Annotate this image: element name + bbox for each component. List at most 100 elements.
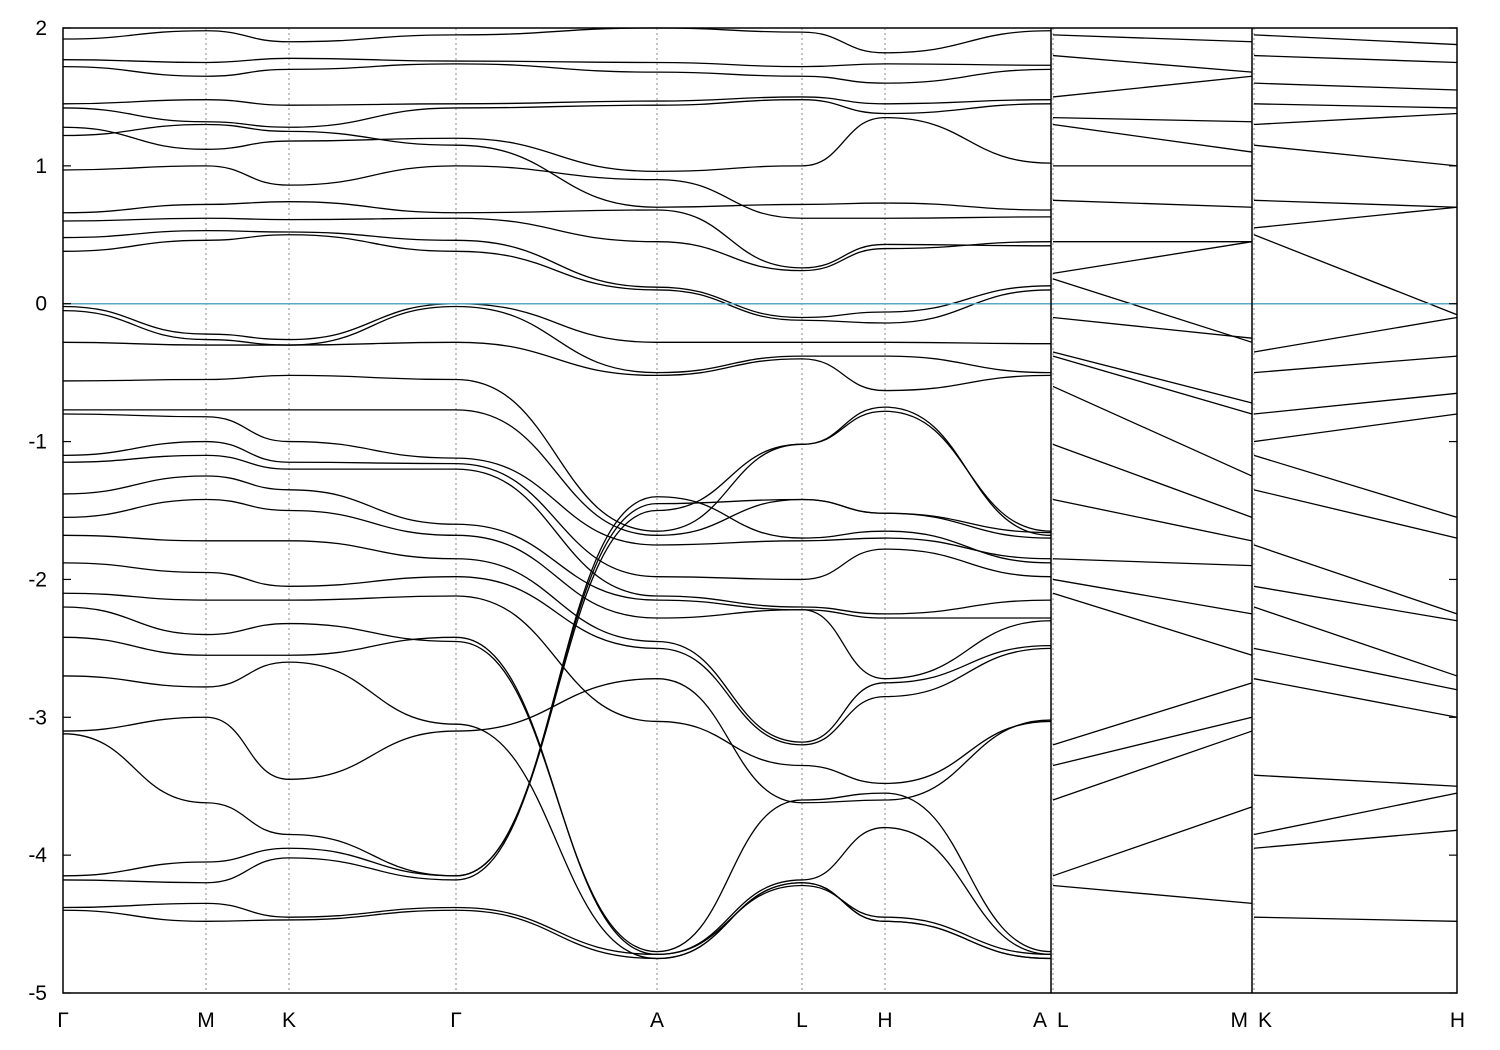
band-17 — [62, 413, 1052, 560]
band-8 — [62, 201, 1052, 269]
band-69 — [1253, 392, 1458, 415]
band-62 — [1253, 112, 1458, 126]
kpoint-label-3: Γ — [450, 1009, 462, 1032]
band-81 — [1253, 916, 1458, 922]
band-31 — [62, 496, 1052, 884]
band-45 — [1052, 351, 1253, 404]
kpoint-label-0: Γ — [57, 1009, 69, 1032]
kpoint-label-9: M — [1231, 1009, 1249, 1032]
ytick-label-7: -5 — [28, 982, 47, 1005]
band-32 — [62, 884, 1052, 956]
band-54 — [1052, 716, 1253, 767]
band-72 — [1253, 489, 1458, 539]
band-59 — [1253, 54, 1458, 64]
band-73 — [1253, 544, 1458, 615]
kpoint-label-10: K — [1258, 1009, 1272, 1032]
band-50 — [1052, 558, 1253, 567]
band-75 — [1253, 606, 1458, 677]
band-47 — [1052, 385, 1253, 477]
band-37 — [1052, 116, 1253, 123]
band-44 — [1052, 316, 1253, 339]
band-67 — [1253, 316, 1458, 353]
band-77 — [1253, 678, 1458, 718]
band-80 — [1253, 829, 1458, 849]
band-11 — [62, 234, 1052, 324]
band-49 — [1052, 498, 1253, 542]
ytick-label-5: -3 — [28, 706, 47, 729]
ytick-label-6: -4 — [28, 844, 47, 867]
band-70 — [1253, 413, 1458, 443]
band-36 — [1052, 75, 1253, 98]
band-55 — [1052, 730, 1253, 801]
kpoint-label-8: L — [1057, 1009, 1069, 1032]
band-58 — [1253, 34, 1458, 46]
kpoint-label-11: H — [1450, 1009, 1465, 1032]
band-12 — [62, 303, 1052, 345]
band-57 — [1052, 884, 1253, 905]
band-26 — [62, 636, 1052, 956]
band-48 — [1052, 443, 1253, 519]
bands — [62, 27, 1458, 960]
band-0 — [62, 27, 1052, 54]
band-9 — [62, 217, 1052, 272]
band-6 — [62, 123, 1052, 211]
band-33 — [62, 882, 1052, 960]
band-38 — [1052, 123, 1253, 153]
band-79 — [1253, 792, 1458, 836]
band-74 — [1253, 585, 1458, 622]
band-68 — [1253, 355, 1458, 374]
band-76 — [1253, 647, 1458, 691]
band-63 — [1253, 144, 1458, 167]
band-46 — [1052, 355, 1253, 415]
ytick-label-4: -2 — [28, 568, 47, 591]
band-65 — [1253, 206, 1458, 229]
band-2 — [62, 63, 1052, 84]
y-axis: 2 1 0 -1 -2 -3 -4 -5 — [28, 17, 1457, 1005]
ytick-label-2: 0 — [35, 293, 47, 316]
band-16 — [63, 409, 1052, 539]
band-3 — [62, 96, 1052, 106]
band-40 — [1052, 199, 1253, 208]
ytick-label-3: -1 — [28, 431, 47, 454]
band-78 — [1253, 774, 1458, 787]
band-14 — [62, 341, 1052, 392]
band-13 — [62, 305, 1052, 374]
kpoint-label-5: L — [796, 1009, 808, 1032]
ytick-label-1: 1 — [35, 155, 47, 178]
band-43 — [1052, 278, 1253, 343]
band-51 — [1052, 578, 1253, 615]
band-71 — [1253, 454, 1458, 519]
kpath-lines — [205, 28, 1255, 993]
band-29 — [62, 410, 1052, 877]
band-56 — [1052, 806, 1253, 877]
plot-frame — [62, 27, 1458, 994]
band-35 — [1052, 54, 1253, 73]
band-27 — [62, 661, 1052, 960]
band-23 — [62, 562, 1052, 746]
band-24 — [62, 592, 1052, 785]
band-7 — [62, 165, 1052, 219]
band-42 — [1052, 241, 1253, 275]
band-22 — [62, 534, 1052, 743]
band-20 — [62, 475, 1051, 619]
kpoint-label-7: A — [1033, 1009, 1047, 1032]
band-52 — [1052, 592, 1253, 656]
band-5 — [62, 116, 1052, 173]
kpoint-label-6: H — [877, 1009, 892, 1032]
band-61 — [1253, 103, 1458, 109]
band-60 — [1253, 82, 1458, 91]
band-10 — [62, 229, 1052, 319]
band-18 — [62, 440, 1052, 581]
kpoint-label-1: M — [197, 1009, 215, 1032]
ytick-label-0: 2 — [35, 17, 47, 40]
kpoint-label-4: A — [650, 1009, 664, 1032]
band-53 — [1052, 682, 1253, 746]
band-19 — [62, 454, 1052, 615]
band-34 — [1052, 34, 1253, 43]
band-21 — [62, 498, 1052, 680]
path-breaks — [1050, 28, 1253, 993]
band-15 — [62, 374, 1052, 536]
band-1 — [62, 57, 1052, 68]
